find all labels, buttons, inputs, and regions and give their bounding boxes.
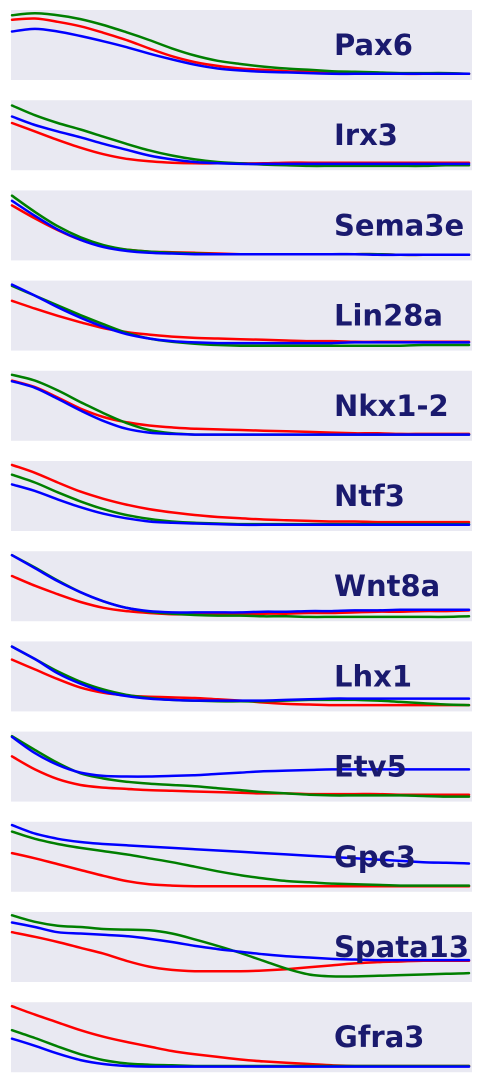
panel-nkx1-2: Nkx1-2 bbox=[10, 370, 472, 441]
series-line-blue bbox=[10, 645, 471, 702]
panel-wnt8a: Wnt8a bbox=[10, 551, 472, 622]
gene-label: Ntf3 bbox=[334, 479, 405, 513]
gene-label: Etv5 bbox=[334, 750, 407, 784]
series-line-green bbox=[10, 830, 471, 887]
series-line-blue bbox=[10, 921, 471, 962]
gene-label: Wnt8a bbox=[334, 569, 440, 603]
panel-etv5: Etv5 bbox=[10, 731, 472, 802]
gene-label: Gfra3 bbox=[334, 1020, 424, 1054]
panel-spata13: Spata13 bbox=[10, 912, 472, 982]
series-line-blue bbox=[10, 553, 471, 614]
gene-label: Lin28a bbox=[334, 299, 443, 333]
series-line-red bbox=[10, 930, 471, 973]
gene-label: Gpc3 bbox=[334, 840, 416, 874]
panel-irx3: Irx3 bbox=[10, 100, 472, 171]
panel-pax6: Pax6 bbox=[10, 10, 472, 80]
series-line-blue bbox=[10, 199, 471, 257]
panel-lhx1: Lhx1 bbox=[10, 641, 472, 712]
panel-background bbox=[11, 100, 472, 171]
panel-background bbox=[11, 190, 472, 261]
gene-label: Irx3 bbox=[334, 118, 398, 152]
panel-ntf3: Ntf3 bbox=[10, 461, 472, 531]
series-line-blue bbox=[10, 27, 471, 76]
series-line-blue bbox=[10, 823, 471, 865]
series-line-red bbox=[10, 574, 471, 616]
series-line-red bbox=[10, 463, 471, 524]
series-line-green bbox=[10, 734, 471, 798]
panel-gpc3: Gpc3 bbox=[10, 821, 472, 892]
gene-label: Lhx1 bbox=[334, 659, 412, 693]
panel-lin28a: Lin28a bbox=[10, 280, 472, 351]
series-line-blue bbox=[10, 1037, 471, 1068]
gene-label: Sema3e bbox=[334, 208, 464, 242]
gene-label: Pax6 bbox=[334, 28, 413, 62]
panel-sema3e: Sema3e bbox=[10, 190, 472, 261]
gene-label: Spata13 bbox=[334, 930, 469, 964]
series-line-green bbox=[10, 914, 471, 978]
series-line-blue bbox=[10, 115, 471, 166]
series-line-green bbox=[10, 284, 471, 347]
panel-gfra3: Gfra3 bbox=[10, 1002, 472, 1073]
gene-label: Nkx1-2 bbox=[334, 389, 449, 423]
series-line-blue bbox=[10, 380, 471, 436]
series-line-blue bbox=[10, 483, 471, 527]
panel-background bbox=[11, 821, 472, 892]
series-line-blue bbox=[10, 283, 471, 345]
series-line-blue bbox=[10, 735, 471, 778]
